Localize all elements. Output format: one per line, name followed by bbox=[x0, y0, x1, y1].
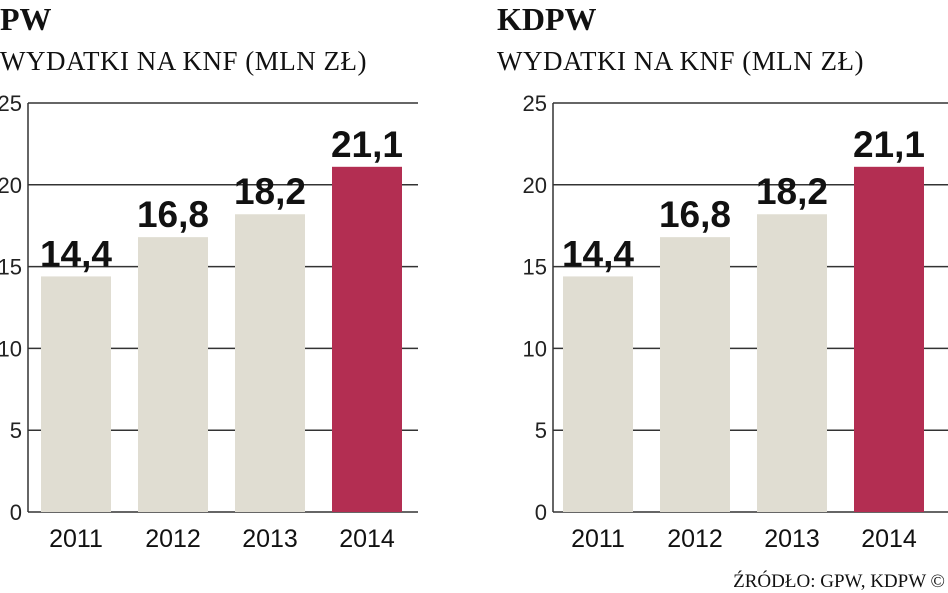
bar-value-labels: 14,4 16,8 18,2 21,1 bbox=[40, 124, 403, 275]
bar-2014 bbox=[332, 166, 402, 512]
x-tick-label: 2013 bbox=[242, 525, 298, 553]
x-tick-label: 2014 bbox=[339, 525, 395, 553]
y-tick-label: 20 bbox=[523, 173, 547, 198]
bar-2011 bbox=[41, 276, 111, 512]
data-label: 18,2 bbox=[756, 171, 828, 212]
x-tick-label: 2014 bbox=[861, 525, 917, 553]
y-tick-label: 10 bbox=[0, 336, 22, 361]
y-tick-label: 5 bbox=[10, 418, 22, 443]
x-tick-label: 2011 bbox=[571, 525, 625, 553]
y-tick-label: 5 bbox=[535, 418, 547, 443]
y-tick-label: 15 bbox=[523, 255, 547, 280]
bar-2014 bbox=[854, 166, 924, 512]
data-label: 21,1 bbox=[853, 124, 925, 165]
x-tick-label: 2013 bbox=[764, 525, 820, 553]
bar-2012 bbox=[660, 237, 730, 513]
bar-value-labels: 14,4 16,8 18,2 21,1 bbox=[562, 124, 925, 275]
bar-series bbox=[41, 166, 402, 513]
x-tick-label: 2011 bbox=[49, 525, 103, 553]
data-label: 18,2 bbox=[234, 171, 306, 212]
chart-subtitle: WYDATKI NA KNF (MLN ZŁ) bbox=[0, 46, 367, 76]
bar-2013 bbox=[757, 214, 827, 513]
x-tick-label: 2012 bbox=[667, 525, 723, 553]
chart-kdpw: KDPW WYDATKI NA KNF (MLN ZŁ) 0510152025 … bbox=[497, 1, 948, 553]
chart-subtitle: WYDATKI NA KNF (MLN ZŁ) bbox=[497, 46, 864, 76]
data-label: 14,4 bbox=[40, 233, 112, 274]
chart-title: PW bbox=[0, 1, 52, 37]
bar-2012 bbox=[138, 237, 208, 513]
data-label: 16,8 bbox=[659, 194, 731, 235]
data-label: 21,1 bbox=[331, 124, 403, 165]
y-axis-tick-labels: 0 5 10 15 20 25 bbox=[0, 91, 22, 525]
chart-gpw: PW WYDATKI NA KNF (MLN ZŁ) 0 5 10 15 20 25 20… bbox=[0, 1, 418, 553]
y-tick-label: 0 bbox=[10, 500, 22, 525]
y-tick-label: 0 bbox=[535, 500, 547, 525]
bar-series bbox=[563, 166, 924, 513]
x-axis-tick-labels: 2011 2012 2013 2014 bbox=[49, 525, 395, 553]
y-axis-tick-labels: 0 5 10 15 20 25 bbox=[523, 91, 547, 525]
bar-2011 bbox=[563, 276, 633, 512]
source-note: ŹRÓDŁO: GPW, KDPW © bbox=[733, 570, 945, 592]
bar-2013 bbox=[235, 214, 305, 513]
y-tick-label: 25 bbox=[0, 91, 22, 116]
data-label: 14,4 bbox=[562, 233, 634, 274]
y-tick-label: 25 bbox=[523, 91, 547, 116]
x-axis-tick-labels: 2011 2012 2013 2014 bbox=[571, 525, 917, 553]
y-tick-label: 10 bbox=[523, 336, 547, 361]
x-tick-label: 2012 bbox=[145, 525, 201, 553]
y-tick-label: 15 bbox=[0, 255, 22, 280]
y-tick-label: 20 bbox=[0, 173, 22, 198]
chart-title: KDPW bbox=[497, 1, 597, 37]
data-label: 16,8 bbox=[137, 194, 209, 235]
